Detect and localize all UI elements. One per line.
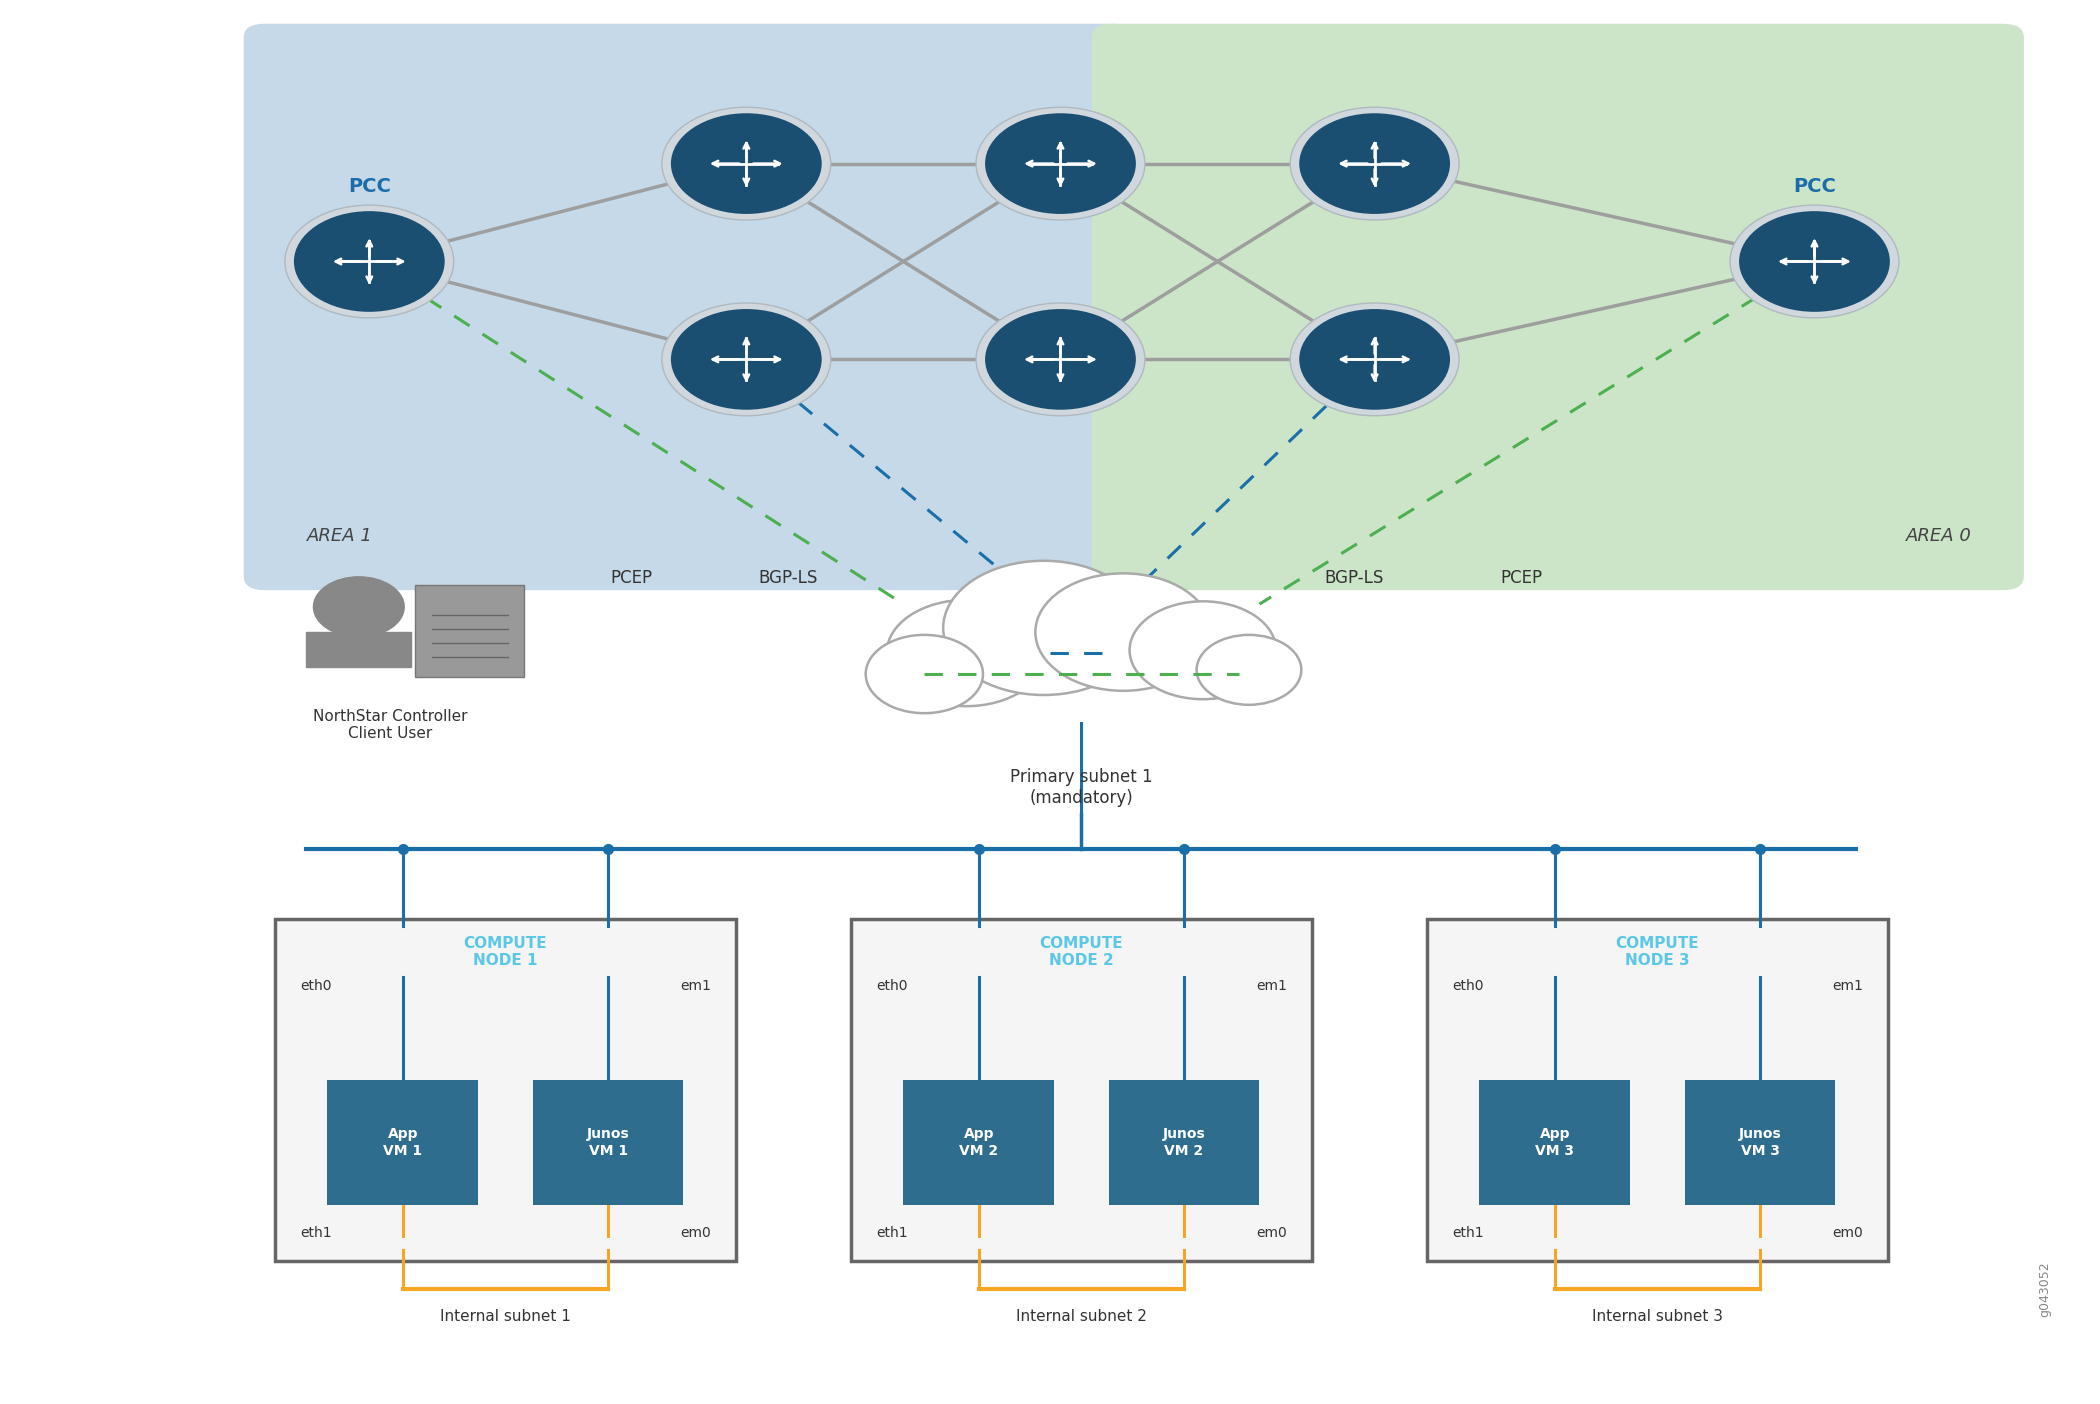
Circle shape <box>976 107 1144 220</box>
Text: App
VM 2: App VM 2 <box>960 1127 998 1158</box>
Circle shape <box>1300 309 1449 410</box>
Text: em1: em1 <box>1256 979 1287 993</box>
Text: eth0: eth0 <box>1451 979 1483 993</box>
Circle shape <box>943 560 1144 695</box>
Text: PCEP: PCEP <box>1499 569 1541 587</box>
Text: App
VM 1: App VM 1 <box>384 1127 422 1158</box>
FancyBboxPatch shape <box>1478 1080 1630 1206</box>
Text: Junos
VM 1: Junos VM 1 <box>586 1127 630 1158</box>
Text: BGP-LS: BGP-LS <box>758 569 817 587</box>
Circle shape <box>1739 211 1890 312</box>
Circle shape <box>985 309 1136 410</box>
Text: Primary subnet 1
(mandatory): Primary subnet 1 (mandatory) <box>1010 768 1153 806</box>
Polygon shape <box>307 632 412 667</box>
Circle shape <box>670 309 821 410</box>
FancyBboxPatch shape <box>1684 1080 1835 1206</box>
Text: Junos
VM 3: Junos VM 3 <box>1739 1127 1781 1158</box>
Text: em0: em0 <box>1831 1227 1863 1240</box>
Text: App
VM 3: App VM 3 <box>1535 1127 1575 1158</box>
FancyBboxPatch shape <box>903 1080 1054 1206</box>
FancyBboxPatch shape <box>850 918 1312 1261</box>
Text: NorthStar Controller
Client User: NorthStar Controller Client User <box>313 709 468 741</box>
Text: eth1: eth1 <box>876 1227 907 1240</box>
Circle shape <box>662 303 832 416</box>
Circle shape <box>1300 114 1449 213</box>
Circle shape <box>976 303 1144 416</box>
Text: em0: em0 <box>1256 1227 1287 1240</box>
Circle shape <box>1289 107 1460 220</box>
Text: COMPUTE
NODE 1: COMPUTE NODE 1 <box>464 935 548 967</box>
Text: Internal subnet 2: Internal subnet 2 <box>1016 1309 1147 1324</box>
Circle shape <box>313 576 405 637</box>
FancyBboxPatch shape <box>1092 24 2024 590</box>
Circle shape <box>1035 573 1212 691</box>
FancyBboxPatch shape <box>416 584 525 677</box>
Circle shape <box>886 600 1046 706</box>
Text: g043052: g043052 <box>2039 1262 2052 1317</box>
Text: PCEP: PCEP <box>609 569 653 587</box>
Circle shape <box>865 635 983 713</box>
Circle shape <box>1289 303 1460 416</box>
Circle shape <box>286 205 454 317</box>
Text: eth0: eth0 <box>300 979 332 993</box>
Text: eth0: eth0 <box>876 979 907 993</box>
Circle shape <box>1197 635 1302 705</box>
FancyBboxPatch shape <box>328 1080 479 1206</box>
Circle shape <box>1130 601 1277 699</box>
Text: BGP-LS: BGP-LS <box>1323 569 1384 587</box>
Circle shape <box>1730 205 1898 317</box>
Text: em1: em1 <box>680 979 710 993</box>
Text: Internal subnet 1: Internal subnet 1 <box>441 1309 571 1324</box>
Text: em0: em0 <box>680 1227 710 1240</box>
Text: PCC: PCC <box>1793 177 1835 197</box>
Text: AREA 0: AREA 0 <box>1905 526 1972 545</box>
Text: Junos
VM 2: Junos VM 2 <box>1163 1127 1205 1158</box>
Circle shape <box>670 114 821 213</box>
Text: PCC: PCC <box>349 177 391 197</box>
Text: Internal subnet 3: Internal subnet 3 <box>1592 1309 1722 1324</box>
FancyBboxPatch shape <box>1109 1080 1260 1206</box>
FancyBboxPatch shape <box>244 24 1134 590</box>
Text: em1: em1 <box>1831 979 1863 993</box>
Text: COMPUTE
NODE 2: COMPUTE NODE 2 <box>1040 935 1124 967</box>
Text: eth1: eth1 <box>300 1227 332 1240</box>
Text: eth1: eth1 <box>1451 1227 1485 1240</box>
Circle shape <box>294 211 445 312</box>
Circle shape <box>985 114 1136 213</box>
FancyBboxPatch shape <box>275 918 735 1261</box>
Text: COMPUTE
NODE 3: COMPUTE NODE 3 <box>1615 935 1699 967</box>
FancyBboxPatch shape <box>861 632 1302 716</box>
Text: AREA 1: AREA 1 <box>307 526 372 545</box>
FancyBboxPatch shape <box>533 1080 682 1206</box>
FancyBboxPatch shape <box>1428 918 1888 1261</box>
Circle shape <box>662 107 832 220</box>
